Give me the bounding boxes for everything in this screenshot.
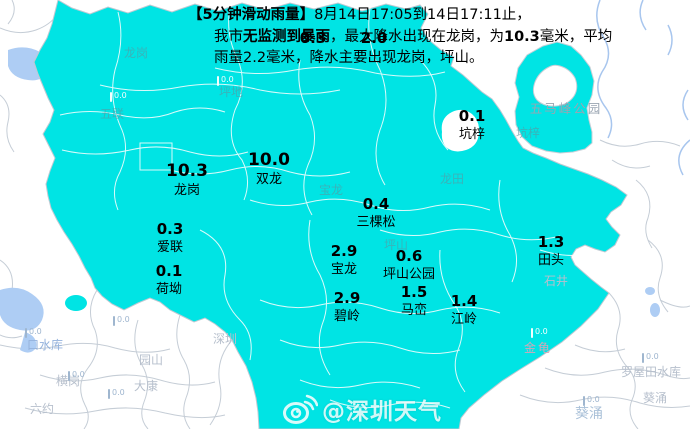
rain-area-main <box>33 0 628 429</box>
inner-district-lines <box>59 5 601 409</box>
rainfall-summary-text: 【5分钟滑动雨量】8月14日17:05到14日17:11止， 我市无监测到暴雨，最… <box>188 7 613 66</box>
weibo-icon <box>283 394 318 424</box>
watermark-text: @深圳天气 <box>322 399 442 425</box>
dry-hole-kengzi <box>441 109 480 152</box>
rain-area-northeast-blob <box>514 41 595 154</box>
rain-area-small-patch <box>65 295 87 311</box>
watermark: @深圳天气 <box>282 392 442 426</box>
rain-area <box>33 0 628 429</box>
